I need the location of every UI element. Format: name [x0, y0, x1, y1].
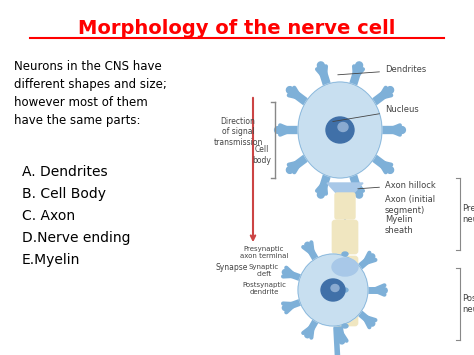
FancyBboxPatch shape — [335, 193, 355, 219]
Text: Presynaptic
axon terminal: Presynaptic axon terminal — [240, 246, 288, 258]
Ellipse shape — [342, 288, 348, 292]
Text: Axon (initial
segment): Axon (initial segment) — [385, 195, 435, 215]
Ellipse shape — [298, 82, 382, 178]
Text: Direction
of signal
transmission: Direction of signal transmission — [213, 117, 263, 147]
Text: Morphology of the nerve cell: Morphology of the nerve cell — [78, 18, 396, 38]
Text: Presynaptic
neuron: Presynaptic neuron — [462, 204, 474, 224]
Text: Nucleus: Nucleus — [333, 105, 419, 121]
Text: A. Dendrites: A. Dendrites — [22, 165, 108, 179]
Text: B. Cell Body: B. Cell Body — [22, 187, 106, 201]
Text: Cell
body: Cell body — [253, 145, 272, 165]
Polygon shape — [327, 183, 363, 195]
Ellipse shape — [338, 122, 348, 131]
Text: E.Myelin: E.Myelin — [22, 253, 81, 267]
Ellipse shape — [342, 324, 348, 328]
Text: Synapse: Synapse — [216, 263, 248, 273]
FancyBboxPatch shape — [332, 220, 358, 254]
Text: Dendrites: Dendrites — [338, 66, 426, 75]
Ellipse shape — [298, 254, 368, 326]
FancyBboxPatch shape — [332, 256, 358, 290]
FancyBboxPatch shape — [332, 292, 358, 326]
Ellipse shape — [331, 284, 339, 291]
Text: Myelin
sheath: Myelin sheath — [385, 215, 414, 235]
Text: Postsynaptic
neuron: Postsynaptic neuron — [462, 294, 474, 314]
Text: C. Axon: C. Axon — [22, 209, 75, 223]
Ellipse shape — [342, 252, 348, 256]
Text: Axon hillock: Axon hillock — [358, 180, 436, 190]
Text: Neurons in the CNS have
different shapes and size;
however most of them
have the: Neurons in the CNS have different shapes… — [14, 60, 167, 127]
Text: Synaptic
cleft: Synaptic cleft — [249, 263, 279, 277]
Ellipse shape — [332, 258, 358, 276]
Ellipse shape — [321, 279, 345, 301]
Text: Postsynaptic
dendrite: Postsynaptic dendrite — [242, 282, 286, 295]
Ellipse shape — [326, 117, 354, 143]
Text: D.Nerve ending: D.Nerve ending — [22, 231, 130, 245]
